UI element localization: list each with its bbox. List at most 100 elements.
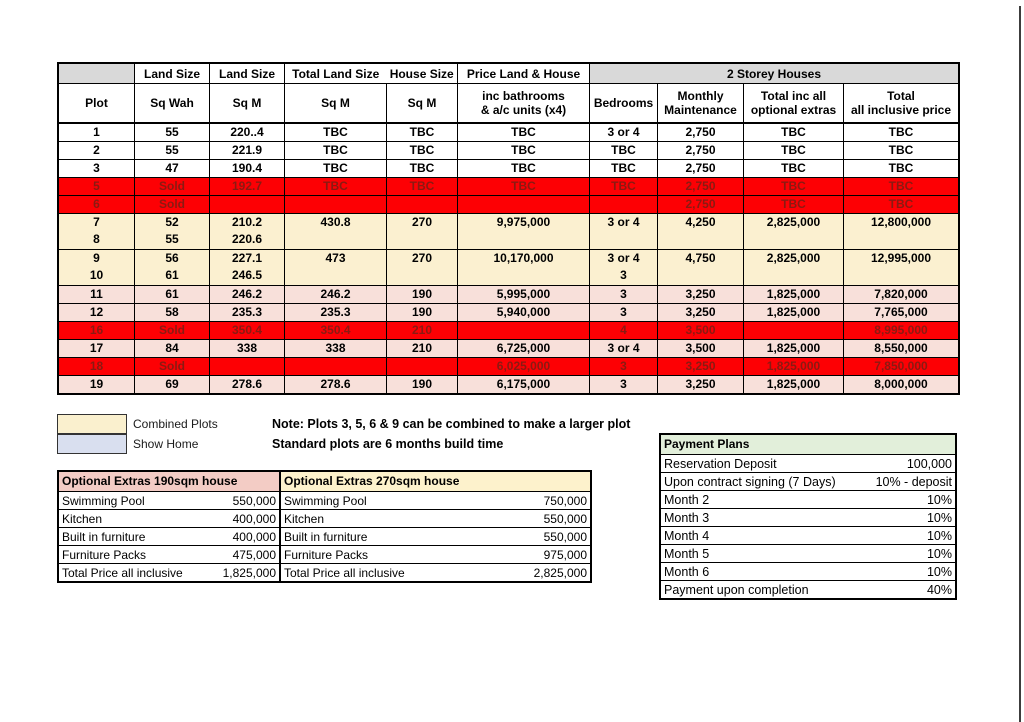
table-cell: TBC: [387, 160, 458, 177]
table-cell: [387, 196, 458, 213]
table-cell: TBC: [844, 178, 958, 195]
table-cell: 5: [59, 178, 135, 195]
optional-extras-190-rows: Swimming Pool 550,000 Kitchen 400,000 Built …: [59, 492, 279, 581]
table-cell: 8,550,000: [844, 340, 958, 357]
table-cell: 16: [59, 322, 135, 339]
table-cell: 4: [590, 322, 658, 339]
table-cell: 7 8: [59, 214, 135, 249]
item-label: Payment upon completion: [664, 582, 809, 597]
plot-row: 9 10 56 61 227.1 246.5 473 270 10,170,000 3 or…: [59, 250, 958, 286]
group-header-storey: 2 Storey Houses: [590, 64, 958, 83]
list-item: Month 5 10%: [661, 545, 955, 563]
table-cell: 61: [135, 286, 210, 303]
plots-price-table: Land Size Land Size Total Land Size Hous…: [57, 62, 960, 395]
table-cell: 12,995,000: [844, 250, 958, 285]
table-cell: 227.1 246.5: [210, 250, 285, 285]
item-value: 2,825,000: [533, 565, 587, 580]
column-header-cell: Monthly Maintenance: [658, 84, 744, 122]
note-line-2: Standard plots are 6 months build time: [272, 437, 504, 451]
table-cell: TBC: [387, 142, 458, 159]
plot-row: 5 Sold 192.7 TBC TBC TBC TBC 2,750 TBC TBC: [59, 178, 958, 196]
table-cell: 350.4: [210, 322, 285, 339]
table-cell: TBC: [285, 124, 387, 141]
item-value: 10%: [926, 510, 952, 525]
table-cell: 221.9: [210, 142, 285, 159]
column-header-cell: Plot: [59, 84, 135, 122]
table-cell: [285, 358, 387, 375]
table-cell: 58: [135, 304, 210, 321]
plot-row: 16 Sold 350.4 350.4 210 4 3,500 8,995,000: [59, 322, 958, 340]
legend: Combined Plots Show Home: [57, 414, 218, 454]
group-header-house-size: House Size: [389, 66, 454, 81]
plot-row: 11 61 246.2 246.2 190 5,995,000 3 3,250 1,825,00…: [59, 286, 958, 304]
legend-swatch: [57, 433, 127, 454]
table-cell: Sold: [135, 322, 210, 339]
table-cell: 2,750: [658, 160, 744, 177]
table-cell: 473: [285, 250, 387, 285]
item-value: 10% - deposit: [875, 474, 952, 489]
legend-item: Show Home: [57, 433, 218, 454]
optional-extras-270-rows: Swimming Pool 750,000 Kitchen 550,000 Built …: [281, 492, 590, 581]
plot-row: 6 Sold 2,750 TBC TBC: [59, 196, 958, 214]
item-label: Kitchen: [62, 511, 103, 526]
table-cell: [458, 322, 590, 339]
list-item: Swimming Pool 550,000: [59, 492, 279, 510]
table-cell: 1,825,000: [744, 340, 844, 357]
table-cell: [285, 196, 387, 213]
item-value: 475,000: [232, 547, 276, 562]
page-edge-line: [1019, 6, 1021, 722]
table-cell: 8,995,000: [844, 322, 958, 339]
table-cell: TBC: [744, 124, 844, 141]
table-cell: [387, 358, 458, 375]
table-cell: TBC: [458, 142, 590, 159]
table-cell: 350.4: [285, 322, 387, 339]
table-cell: 3 or 4: [590, 124, 658, 141]
table-cell: 2: [59, 142, 135, 159]
optional-extras-190-title: Optional Extras 190sqm house: [59, 472, 279, 492]
table-cell: 246.2: [285, 286, 387, 303]
list-item: Kitchen 550,000: [281, 510, 590, 528]
plot-row: 7 8 52 55 210.2 220.6 430.8 270 9,975,000 3 or…: [59, 214, 958, 250]
item-label: Reservation Deposit: [664, 456, 777, 471]
item-label: Month 6: [664, 564, 710, 579]
column-header-cell: Sq M: [210, 84, 285, 122]
legend-label: Combined Plots: [133, 417, 218, 431]
table-cell: 3: [59, 160, 135, 177]
table-cell: [458, 196, 590, 213]
table-cell: 10,170,000: [458, 250, 590, 285]
table-cell: Sold: [135, 196, 210, 213]
list-item: Upon contract signing (7 Days) 10% - depo…: [661, 473, 955, 491]
optional-extras-190-table: Optional Extras 190sqm house Swimming Po…: [57, 470, 281, 583]
table-cell: 3 or 4: [590, 340, 658, 357]
table-cell: [744, 322, 844, 339]
table-cell: 190: [387, 376, 458, 393]
table-body: 1 55 220..4 TBC TBC TBC 3 or 4 2,750 TBC TBC 2 55 22…: [59, 124, 958, 393]
table-cell: 210.2 220.6: [210, 214, 285, 249]
table-cell: TBC: [590, 142, 658, 159]
group-header-row: Land Size Land Size Total Land Size Hous…: [59, 64, 958, 84]
table-cell: 12,800,000: [844, 214, 958, 249]
plot-row: 19 69 278.6 278.6 190 6,175,000 3 3,250 1,825,00…: [59, 376, 958, 393]
item-label: Built in furniture: [62, 529, 146, 544]
list-item: Furniture Packs 475,000: [59, 546, 279, 564]
table-cell: 9,975,000: [458, 214, 590, 249]
table-cell: TBC: [844, 196, 958, 213]
table-cell: 235.3: [285, 304, 387, 321]
item-value: 750,000: [543, 493, 587, 508]
table-cell: TBC: [590, 160, 658, 177]
item-value: 40%: [926, 582, 952, 597]
table-cell: 69: [135, 376, 210, 393]
table-cell: 278.6: [285, 376, 387, 393]
list-item: Built in furniture 400,000: [59, 528, 279, 546]
item-label: Month 3: [664, 510, 710, 525]
table-cell: TBC: [458, 124, 590, 141]
list-item: Total Price all inclusive 2,825,000: [281, 564, 590, 581]
plot-row: 17 84 338 338 210 6,725,000 3 or 4 3,500 1,825,0…: [59, 340, 958, 358]
table-cell: 19: [59, 376, 135, 393]
table-cell: 11: [59, 286, 135, 303]
table-cell: TBC: [844, 160, 958, 177]
column-header-cell: inc bathrooms & a/c units (x4): [458, 84, 590, 122]
table-cell: 3: [590, 304, 658, 321]
item-label: Swimming Pool: [62, 493, 145, 508]
